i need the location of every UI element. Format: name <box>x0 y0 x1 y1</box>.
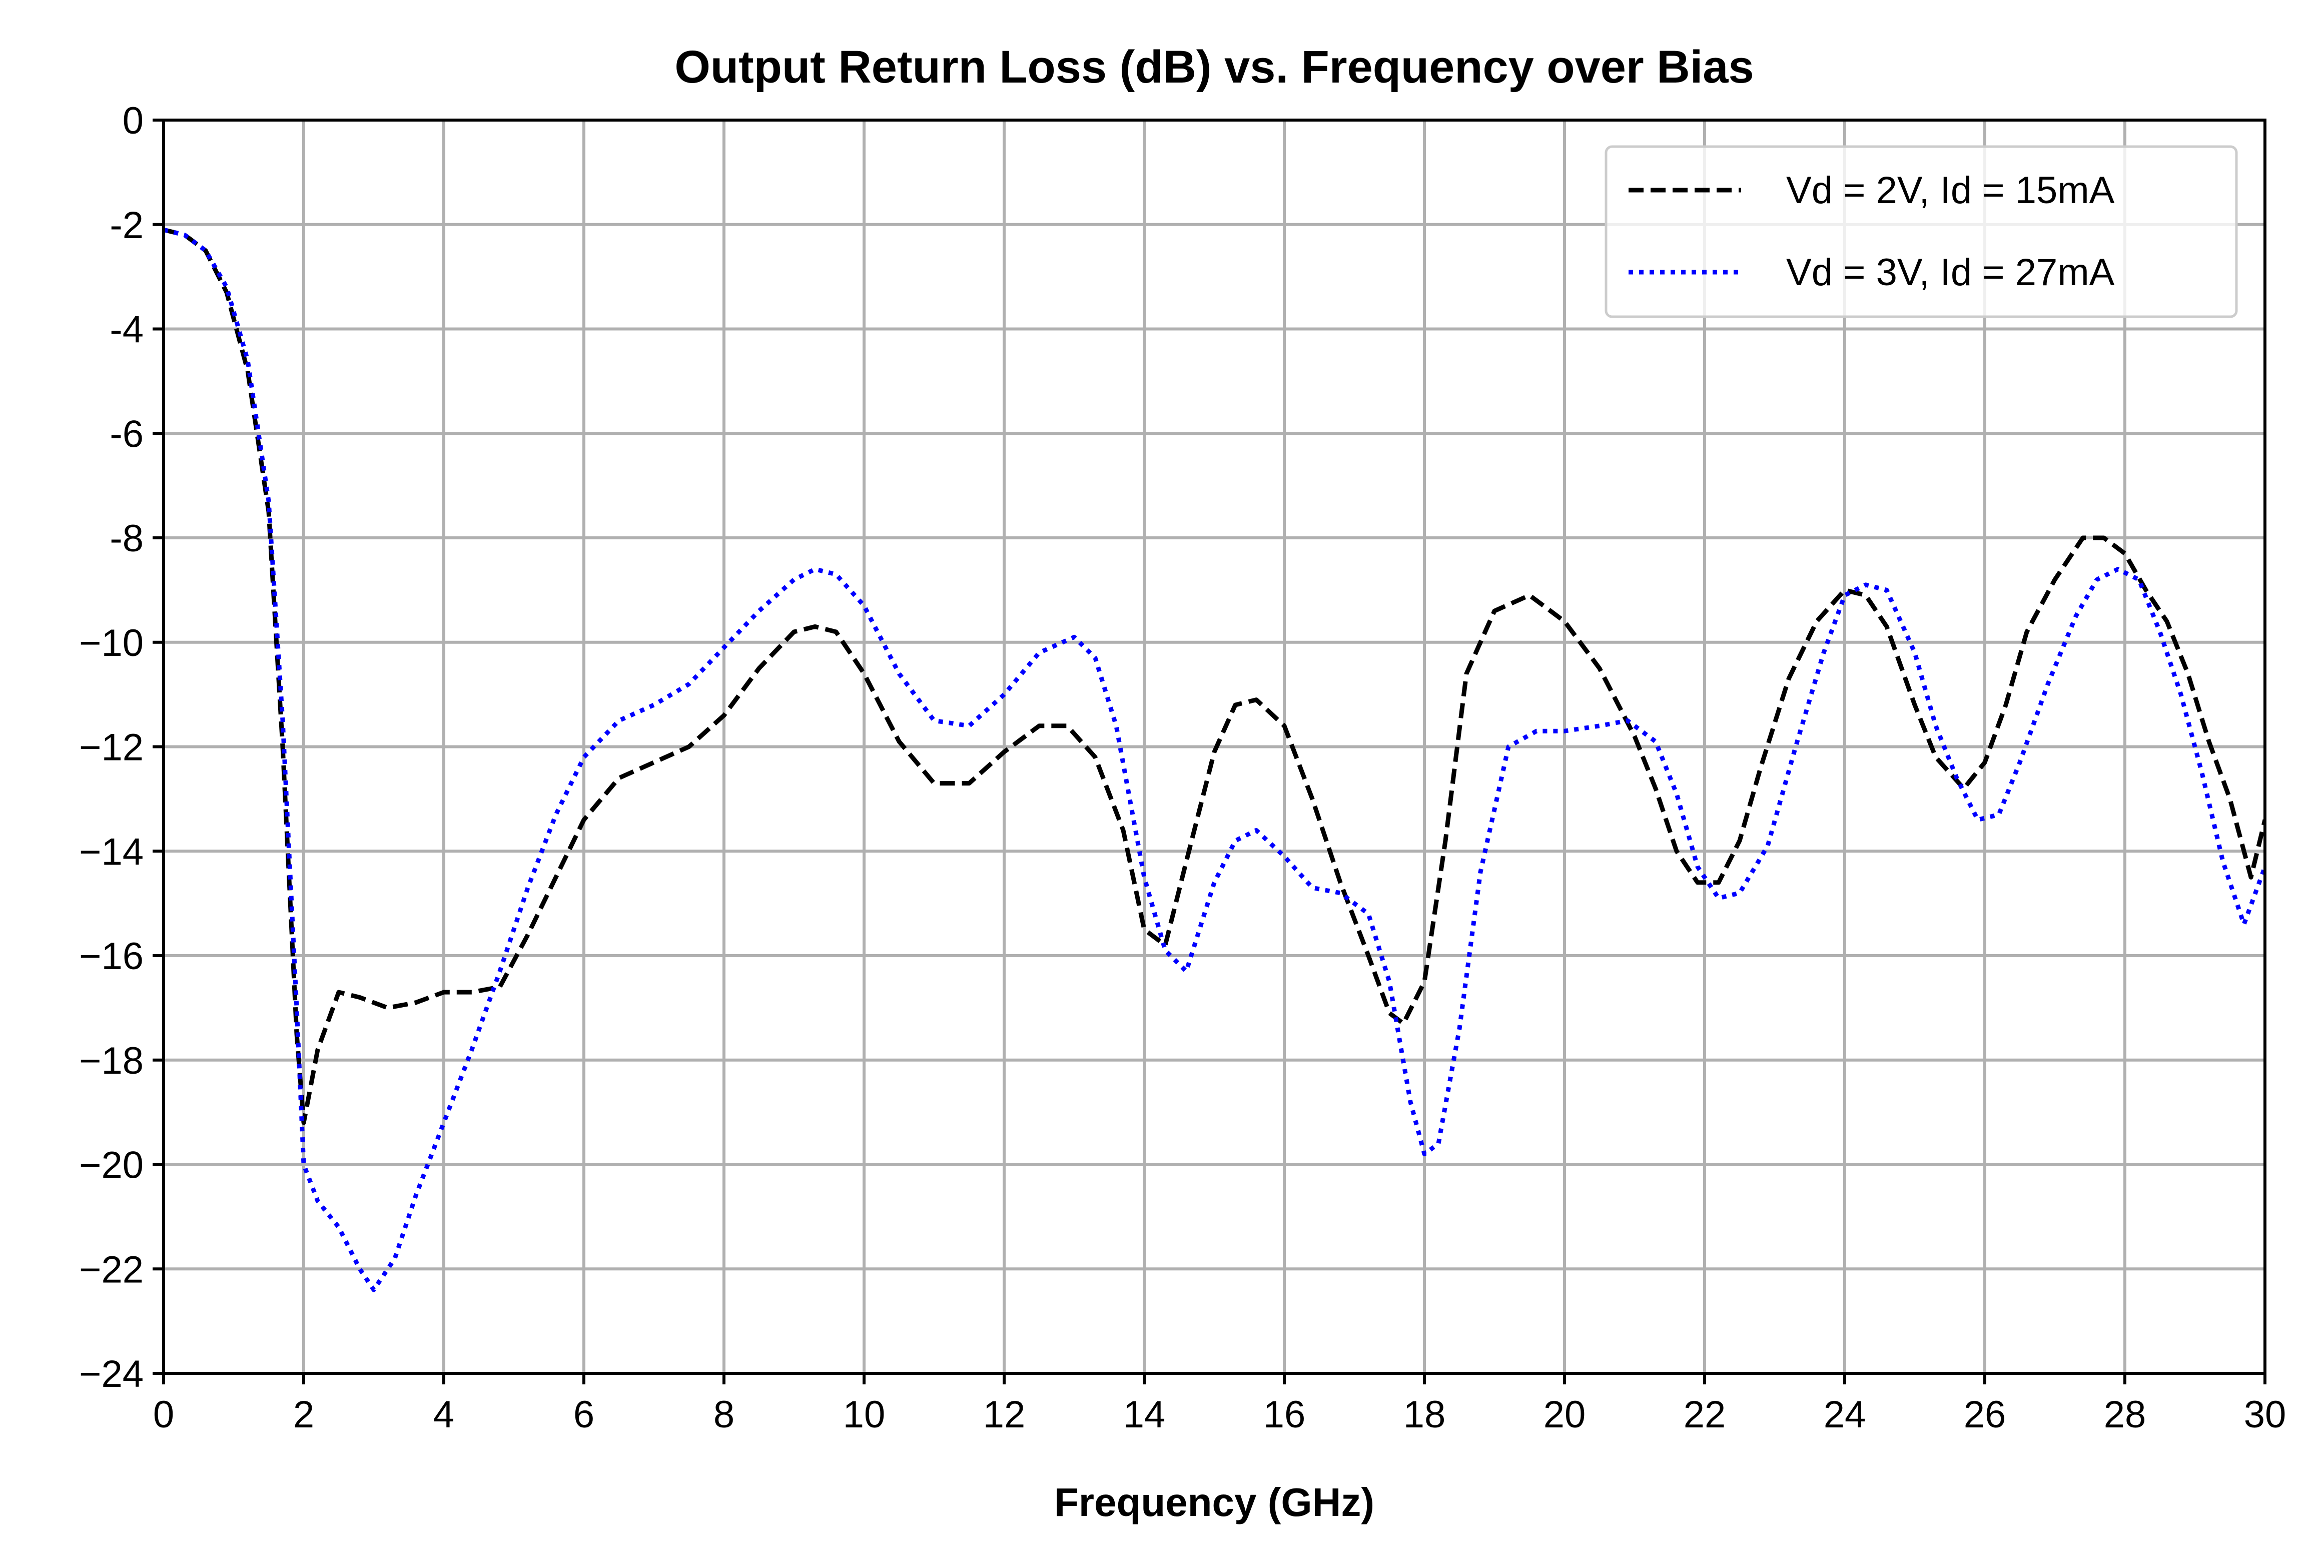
series-line-1 <box>164 227 2265 1125</box>
y-tick-label: −16 <box>79 935 144 978</box>
x-tick-label: 16 <box>1263 1393 1306 1436</box>
y-tick-label: -8 <box>110 517 144 560</box>
x-tick-label: 10 <box>843 1393 886 1436</box>
legend-label-2: Vd = 3V, Id = 27mA <box>1786 251 2115 294</box>
x-tick-label: 6 <box>573 1393 594 1436</box>
y-tick-label: −18 <box>79 1040 144 1082</box>
x-tick-label: 2 <box>293 1393 314 1436</box>
x-tick-label: 24 <box>1824 1393 1866 1436</box>
y-tick-label: -6 <box>110 413 144 455</box>
y-tick-label: −12 <box>79 726 144 769</box>
x-tick-label: 26 <box>1964 1393 2006 1436</box>
legend: Vd = 2V, Id = 15mA Vd = 3V, Id = 27mA <box>1605 145 2238 318</box>
grid <box>162 119 2266 1375</box>
x-tick-label: 12 <box>983 1393 1026 1436</box>
x-tick-label: 22 <box>1684 1393 1726 1436</box>
x-tick-label: 4 <box>433 1393 454 1436</box>
x-axis-label: Frequency (GHz) <box>1054 1480 1374 1524</box>
x-tick-label: 8 <box>713 1393 734 1436</box>
chart-title: Output Return Loss (dB) vs. Frequency ov… <box>674 42 1754 93</box>
legend-box <box>1605 145 2238 318</box>
y-tick-label: −10 <box>79 622 144 664</box>
x-tick-label: 20 <box>1543 1393 1586 1436</box>
x-tick-label: 18 <box>1403 1393 1446 1436</box>
axis-ticks: 0 2 4 6 8 10 12 14 16 18 20 22 24 26 28 300-2-4-6-8−10−… <box>79 100 2286 1436</box>
y-tick-label: −20 <box>79 1144 144 1187</box>
y-tick-label: −14 <box>79 831 144 873</box>
y-tick-label: -4 <box>110 309 144 351</box>
y-tick-label: -2 <box>110 204 144 247</box>
y-tick-label: −22 <box>79 1248 144 1291</box>
x-tick-label: 14 <box>1123 1393 1166 1436</box>
plot-area <box>164 227 2265 1292</box>
y-tick-label: 0 <box>123 100 144 142</box>
x-tick-label: 30 <box>2244 1393 2286 1436</box>
legend-label-1: Vd = 2V, Id = 15mA <box>1786 169 2115 212</box>
y-tick-label: −24 <box>79 1353 144 1395</box>
series-line-2 <box>164 227 2265 1292</box>
x-tick-label: 0 <box>153 1393 174 1436</box>
x-tick-label: 28 <box>2104 1393 2146 1436</box>
